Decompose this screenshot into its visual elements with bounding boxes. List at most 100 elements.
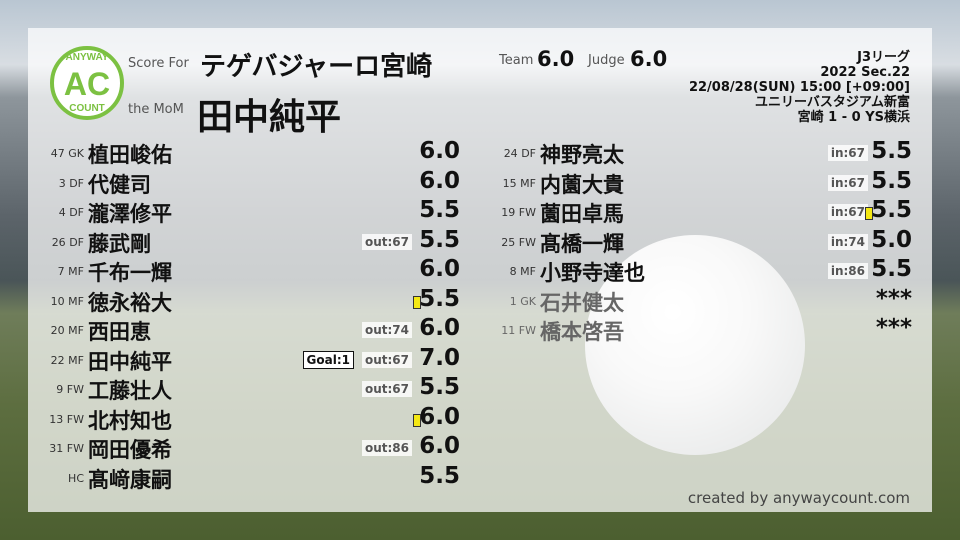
player-name: 植田峻佑 xyxy=(88,143,172,167)
substitution-badge: in:67 xyxy=(827,145,868,161)
player-row: 31 FW 岡田優希 6.0 out:86 xyxy=(28,433,460,463)
player-row: 20 MF 西田恵 6.0 out:74 xyxy=(28,315,460,345)
player-position: GK xyxy=(520,294,536,308)
player-row: 11 FW 橋本啓吾 *** xyxy=(480,315,912,345)
substitution-badge: in:86 xyxy=(827,263,868,279)
player-position: MF xyxy=(520,176,536,190)
player-number: 3 xyxy=(58,176,66,190)
player-number: 22 xyxy=(50,353,65,367)
player-score: 6.0 xyxy=(419,138,460,164)
player-name: 千布一輝 xyxy=(88,261,172,285)
number-position: 8 MF xyxy=(480,265,536,278)
player-position: MF xyxy=(520,265,536,278)
player-name: 小野寺達也 xyxy=(540,261,645,285)
stadium: ユニリーバスタジアム新富 xyxy=(755,95,910,110)
team-label: Team xyxy=(499,53,534,68)
player-number: 8 xyxy=(509,265,517,278)
number-position: 20 MF xyxy=(28,324,84,337)
number-position: 26 DF xyxy=(28,236,84,249)
player-number: 20 xyxy=(50,324,65,337)
player-position: FW xyxy=(518,324,536,337)
player-number: 47 xyxy=(50,147,65,160)
yellow-card-icon xyxy=(865,207,873,220)
substitution-badge: out:86 xyxy=(361,440,412,456)
team-name: テゲバジャーロ宮崎 xyxy=(200,52,433,82)
player-score: 5.5 xyxy=(871,197,912,223)
result: 宮崎 1 - 0 YS横浜 xyxy=(797,110,910,125)
player-score: 5.5 xyxy=(871,167,912,194)
player-number: 9 xyxy=(56,383,64,396)
player-number: 19 xyxy=(501,206,516,219)
substitution-badge: out:74 xyxy=(361,322,412,338)
player-score: 5.5 xyxy=(419,374,460,400)
player-number: 7 xyxy=(57,265,65,278)
player-score: 5.0 xyxy=(871,226,912,253)
player-position: DF xyxy=(69,206,84,219)
player-position: FW xyxy=(518,235,536,249)
player-row: 22 MF 田中純平 7.0 out:67 Goal:1 xyxy=(28,345,460,375)
team-score: 6.0 xyxy=(537,47,575,71)
player-row: 1 GK 石井健太 *** xyxy=(480,286,912,316)
player-name: 北村知也 xyxy=(88,408,172,433)
player-score: 6.0 xyxy=(419,167,460,194)
datetime: 22/08/28(SUN) 15:00 [+09:00] xyxy=(688,80,910,95)
player-position: DF xyxy=(521,147,536,160)
player-number: 31 xyxy=(49,442,64,455)
player-row: 15 MF 内薗大貴 5.5 in:67 xyxy=(480,167,912,198)
player-name: 薗田卓馬 xyxy=(540,202,624,226)
score-for-label: Score For xyxy=(128,56,189,71)
score-panel xyxy=(28,28,932,512)
player-row: 24 DF 神野亮太 5.5 in:67 xyxy=(480,138,912,168)
number-position: 25 FW xyxy=(480,236,536,249)
player-row: 10 MF 徳永裕大 5.5 xyxy=(28,285,460,316)
player-number: 4 xyxy=(58,206,66,219)
number-position: HC xyxy=(28,472,84,485)
number-position: 4 DF xyxy=(28,206,84,219)
league: J3リーグ xyxy=(857,50,910,65)
player-name: 石井健太 xyxy=(540,290,624,315)
section: 2022 Sec.22 xyxy=(820,65,910,80)
player-number: 1 xyxy=(509,294,517,308)
player-score: 5.5 xyxy=(419,285,460,312)
number-position: 22 MF xyxy=(28,354,84,367)
player-position: DF xyxy=(69,235,84,249)
player-position: FW xyxy=(66,383,84,396)
number-position: 47 GK xyxy=(28,147,84,160)
player-name: 岡田優希 xyxy=(88,438,172,462)
substitution-badge: in:67 xyxy=(827,204,868,220)
mom-label: the MoM xyxy=(128,102,184,117)
player-position: GK xyxy=(68,147,84,160)
player-number: 24 xyxy=(503,147,518,160)
player-position: DF xyxy=(69,176,84,190)
player-position: MF xyxy=(68,265,84,278)
goal-badge: Goal:1 xyxy=(302,350,354,369)
mom-name: 田中純平 xyxy=(197,97,342,138)
player-number: 15 xyxy=(502,176,517,190)
player-number: 10 xyxy=(50,294,65,308)
player-score: 5.5 xyxy=(419,226,460,253)
player-position: FW xyxy=(518,206,536,219)
player-name: 瀧澤修平 xyxy=(88,202,172,226)
player-position: MF xyxy=(68,294,84,308)
substitution-badge: in:67 xyxy=(827,174,868,191)
player-name: 神野亮太 xyxy=(540,143,624,167)
player-name: 橋本啓吾 xyxy=(540,320,624,344)
player-row: 47 GK 植田峻佑 6.0 xyxy=(28,138,460,168)
judge-score: 6.0 xyxy=(630,47,668,71)
player-name: 髙﨑康嗣 xyxy=(88,467,172,492)
number-position: 11 FW xyxy=(480,324,536,337)
yellow-card-icon xyxy=(413,413,421,427)
player-score: 5.5 xyxy=(871,138,912,164)
number-position: 10 MF xyxy=(28,295,84,308)
credit: created by anywaycount.com xyxy=(687,489,910,507)
player-score: *** xyxy=(875,315,912,341)
player-row: 13 FW 北村知也 6.0 xyxy=(28,404,460,434)
player-score: 5.5 xyxy=(871,256,912,282)
substitution-badge: in:74 xyxy=(827,233,868,250)
player-position: MF xyxy=(68,324,84,337)
player-number: 11 xyxy=(501,324,516,337)
player-number: 26 xyxy=(51,235,66,249)
player-name: 工藤壮人 xyxy=(88,379,172,403)
number-position: 7 MF xyxy=(28,265,84,278)
number-position: 13 FW xyxy=(28,413,84,426)
